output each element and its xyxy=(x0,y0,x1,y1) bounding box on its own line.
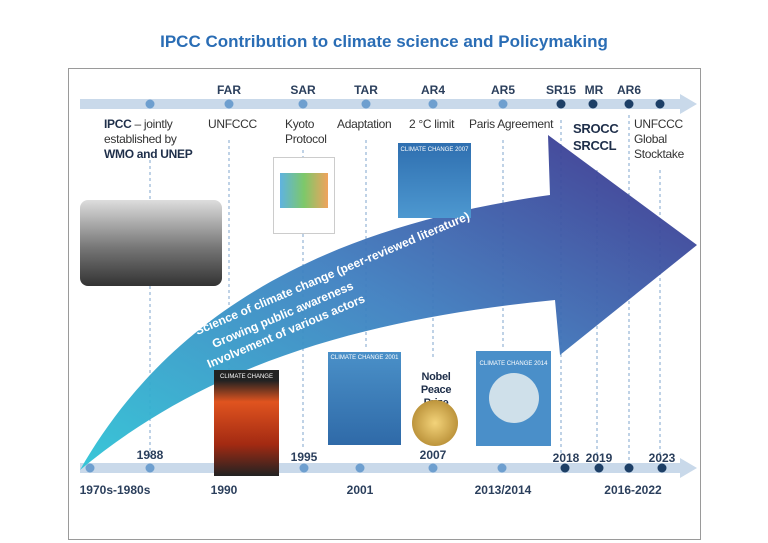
ar5-cover: CLIMATE CHANGE 2014 xyxy=(476,351,551,446)
timeline-dot xyxy=(145,463,155,473)
far-cover-title: CLIMATE CHANGE xyxy=(220,374,273,380)
top-timeline-dots xyxy=(145,99,665,109)
kyoto-2: Protocol xyxy=(285,132,327,146)
event-kyoto: Kyoto Protocol xyxy=(285,117,327,147)
bottom-timeline-bar xyxy=(80,458,697,478)
timeline-dot xyxy=(298,99,308,109)
ar5-cover-title: CLIMATE CHANGE 2014 xyxy=(479,361,548,367)
top-timeline-bar xyxy=(80,94,697,114)
event-srocc-srccl: SROCC SRCCL xyxy=(573,120,619,154)
gst-1: UNFCCC xyxy=(634,117,683,131)
timeline-dot xyxy=(560,463,570,473)
slide-title: IPCC Contribution to climate science and… xyxy=(160,32,608,51)
year-1988: 1988 xyxy=(136,448,164,462)
ar4-cover-title: CLIMATE CHANGE 2007 xyxy=(400,147,469,153)
report-sr15: SR15 xyxy=(545,83,577,97)
timeline-dot xyxy=(497,463,507,473)
timeline-dot xyxy=(224,99,234,109)
ipcc-rest: – jointly xyxy=(131,117,173,131)
year-2001: 2001 xyxy=(346,483,374,497)
far-cover: CLIMATE CHANGE xyxy=(214,370,279,476)
timeline-dot xyxy=(556,99,566,109)
event-2c-limit: 2 °C limit xyxy=(409,117,455,131)
ipcc-line2: established by xyxy=(104,132,177,146)
timeline-dot xyxy=(428,463,438,473)
tar-cover: CLIMATE CHANGE 2001 xyxy=(328,352,401,445)
year-2016-2022: 2016-2022 xyxy=(604,483,662,497)
event-paris: Paris Agreement xyxy=(469,117,554,131)
founding-meeting-photo xyxy=(80,200,222,286)
event-global-stocktake: UNFCCC Global Stocktake xyxy=(634,117,684,162)
gst-3: Stocktake xyxy=(634,147,684,161)
year-1990: 1990 xyxy=(210,483,238,497)
timeline-dot xyxy=(145,99,155,109)
report-far: FAR xyxy=(217,83,241,97)
kyoto-1: Kyoto xyxy=(285,117,315,131)
year-2013-2014: 2013/2014 xyxy=(474,483,532,497)
timeline-dot xyxy=(655,99,665,109)
timeline-dot xyxy=(498,99,508,109)
timeline-dot xyxy=(594,463,604,473)
year-2018: 2018 xyxy=(552,451,580,465)
year-1995: 1995 xyxy=(290,450,318,464)
nobel-1: Nobel Peace xyxy=(420,371,452,396)
gst-2: Global xyxy=(634,132,667,146)
tar-cover-title: CLIMATE CHANGE 2001 xyxy=(330,355,399,361)
srocc: SROCC xyxy=(573,121,619,136)
ipcc-bold: IPCC xyxy=(104,117,132,131)
timeline-dot xyxy=(624,463,634,473)
timeline-dot xyxy=(85,463,95,473)
report-ar5: AR5 xyxy=(490,83,516,97)
year-2007: 2007 xyxy=(419,448,447,462)
report-ar4: AR4 xyxy=(420,83,446,97)
progress-arrow xyxy=(80,135,697,470)
report-mr: MR xyxy=(584,83,604,97)
report-ar6: AR6 xyxy=(616,83,642,97)
timeline-dot xyxy=(657,463,667,473)
timeline-dot xyxy=(299,463,309,473)
report-sar: SAR xyxy=(290,83,316,97)
event-unfccc: UNFCCC xyxy=(208,117,257,131)
srccl: SRCCL xyxy=(573,138,617,153)
event-adaptation: Adaptation xyxy=(337,117,392,131)
year-2023: 2023 xyxy=(648,451,676,465)
sar-cover xyxy=(273,157,335,234)
nobel-medal xyxy=(412,400,458,446)
timeline-dot xyxy=(588,99,598,109)
timeline-dot xyxy=(428,99,438,109)
ipcc-line3: WMO and UNEP xyxy=(104,147,193,161)
event-ipcc: IPCC – jointly established by WMO and UNEP xyxy=(104,117,193,162)
diagram-frame xyxy=(68,68,701,540)
year-1970s-1980s: 1970s-1980s xyxy=(79,483,151,497)
ar4-cover: CLIMATE CHANGE 2007 xyxy=(398,143,471,218)
year-2019: 2019 xyxy=(585,451,613,465)
report-tar: TAR xyxy=(354,83,378,97)
timeline-dot xyxy=(624,99,634,109)
timeline-dot xyxy=(355,463,365,473)
timeline-dot xyxy=(361,99,371,109)
